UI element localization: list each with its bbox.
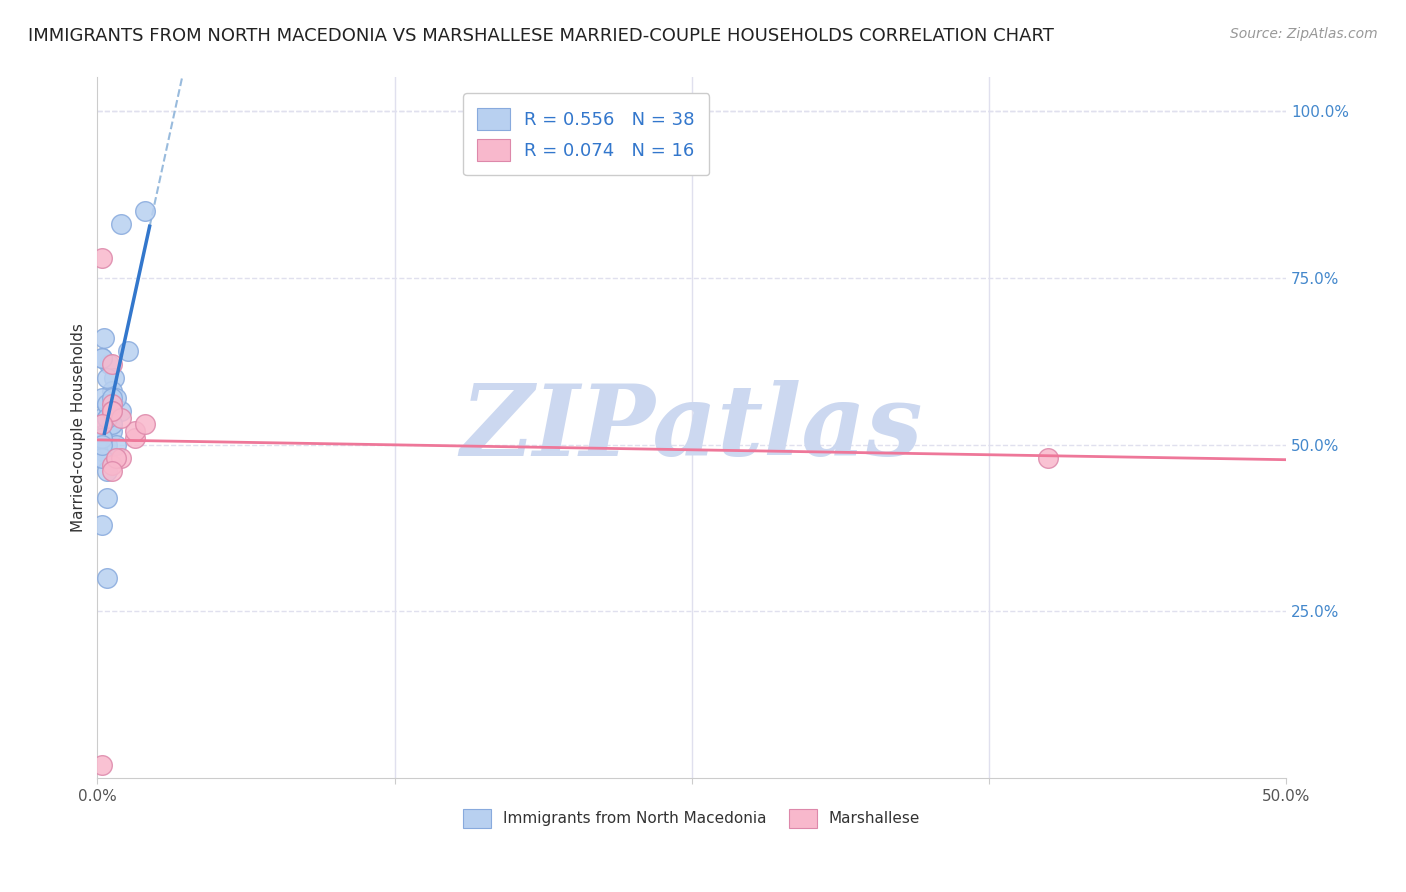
Point [100, 404, 122, 418]
Point [91, 431, 114, 445]
Point [91, 450, 114, 465]
Point [100, 391, 122, 405]
Point [91, 351, 114, 365]
Point [105, 391, 128, 405]
Point [96, 464, 118, 478]
Point [110, 217, 132, 231]
Point [110, 450, 132, 465]
Point [100, 404, 122, 418]
Point [100, 358, 122, 372]
Point [105, 450, 128, 465]
Point [96, 397, 118, 411]
Point [100, 397, 122, 411]
Point [91, 410, 114, 425]
Point [100, 404, 122, 418]
Point [96, 397, 118, 411]
Point [91, 391, 114, 405]
Text: Source: ZipAtlas.com: Source: ZipAtlas.com [1230, 27, 1378, 41]
Point [103, 371, 125, 385]
Y-axis label: Married-couple Households: Married-couple Households [72, 324, 86, 533]
Point [134, 417, 156, 432]
Point [91, 351, 114, 365]
Point [124, 424, 146, 438]
Text: ZIPatlas: ZIPatlas [461, 380, 922, 476]
Point [91, 444, 114, 458]
Point [91, 431, 114, 445]
Point [1038, 450, 1060, 465]
Point [110, 404, 132, 418]
Point [96, 571, 118, 585]
Point [96, 437, 118, 451]
Point [96, 491, 118, 505]
Point [100, 417, 122, 432]
Point [100, 424, 122, 438]
Point [100, 404, 122, 418]
Point [124, 431, 146, 445]
Point [96, 410, 118, 425]
Point [117, 344, 139, 359]
Point [91, 517, 114, 532]
Point [91, 251, 114, 265]
Point [105, 437, 128, 451]
Text: IMMIGRANTS FROM NORTH MACEDONIA VS MARSHALLESE MARRIED-COUPLE HOUSEHOLDS CORRELA: IMMIGRANTS FROM NORTH MACEDONIA VS MARSH… [28, 27, 1054, 45]
Point [100, 384, 122, 398]
Point [91, 757, 114, 772]
Point [100, 417, 122, 432]
Point [91, 417, 114, 432]
Point [134, 203, 156, 218]
Point [91, 431, 114, 445]
Point [96, 424, 118, 438]
Point [96, 371, 118, 385]
Point [91, 450, 114, 465]
Point [98, 358, 121, 372]
Point [96, 410, 118, 425]
Point [91, 437, 114, 451]
Point [100, 458, 122, 472]
Legend: Immigrants from North Macedonia, Marshallese: Immigrants from North Macedonia, Marshal… [457, 803, 927, 834]
Point [100, 464, 122, 478]
Point [93, 331, 115, 345]
Point [110, 410, 132, 425]
